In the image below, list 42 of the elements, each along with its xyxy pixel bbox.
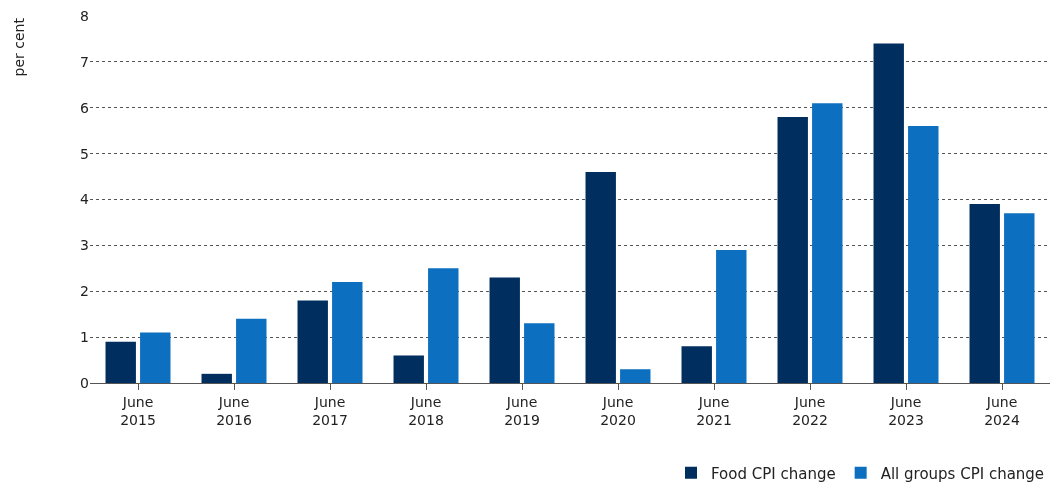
bar [393,355,424,383]
bar [1004,213,1035,383]
bar [236,318,267,383]
bar [105,341,136,383]
x-tick-label: June 2015 [120,393,156,428]
bar [524,323,555,383]
y-tick-label: 4 [80,191,90,208]
y-axis-title: per cent [10,17,27,77]
x-tick-label: June 2023 [888,393,924,428]
bar [777,116,808,383]
x-tick-label: June 2018 [408,393,444,428]
x-tick-label: June 2017 [312,393,348,428]
x-tick-label: June 2021 [696,393,732,428]
y-tick-label: 7 [80,53,89,70]
bar [969,204,1000,383]
bar [140,332,171,383]
bar [812,103,843,383]
bar [489,277,520,383]
y-tick-label: 6 [80,99,90,116]
y-tick-label: 8 [80,7,89,24]
legend-label: Food CPI change [711,464,836,483]
bar [297,300,328,383]
y-tick-label: 2 [80,283,89,300]
legend-label: All groups CPI change [880,464,1045,483]
bar [428,268,459,383]
x-tick-label: June 2016 [216,393,252,428]
bar [873,43,904,383]
x-tick-label: June 2020 [600,393,636,428]
x-tick-label: June 2019 [504,393,540,428]
y-tick-label: 5 [80,145,89,162]
bar [908,126,939,383]
x-tick-label: June 2022 [792,393,828,428]
bar [716,249,747,383]
bar [332,282,363,383]
x-tick-label: June 2024 [984,393,1020,428]
bar [620,369,651,383]
bar [585,171,616,383]
y-tick-label: 0 [80,374,89,391]
y-tick-label: 1 [80,329,89,346]
bar [201,373,232,383]
y-tick-label: 3 [80,237,89,254]
bar [681,346,712,383]
